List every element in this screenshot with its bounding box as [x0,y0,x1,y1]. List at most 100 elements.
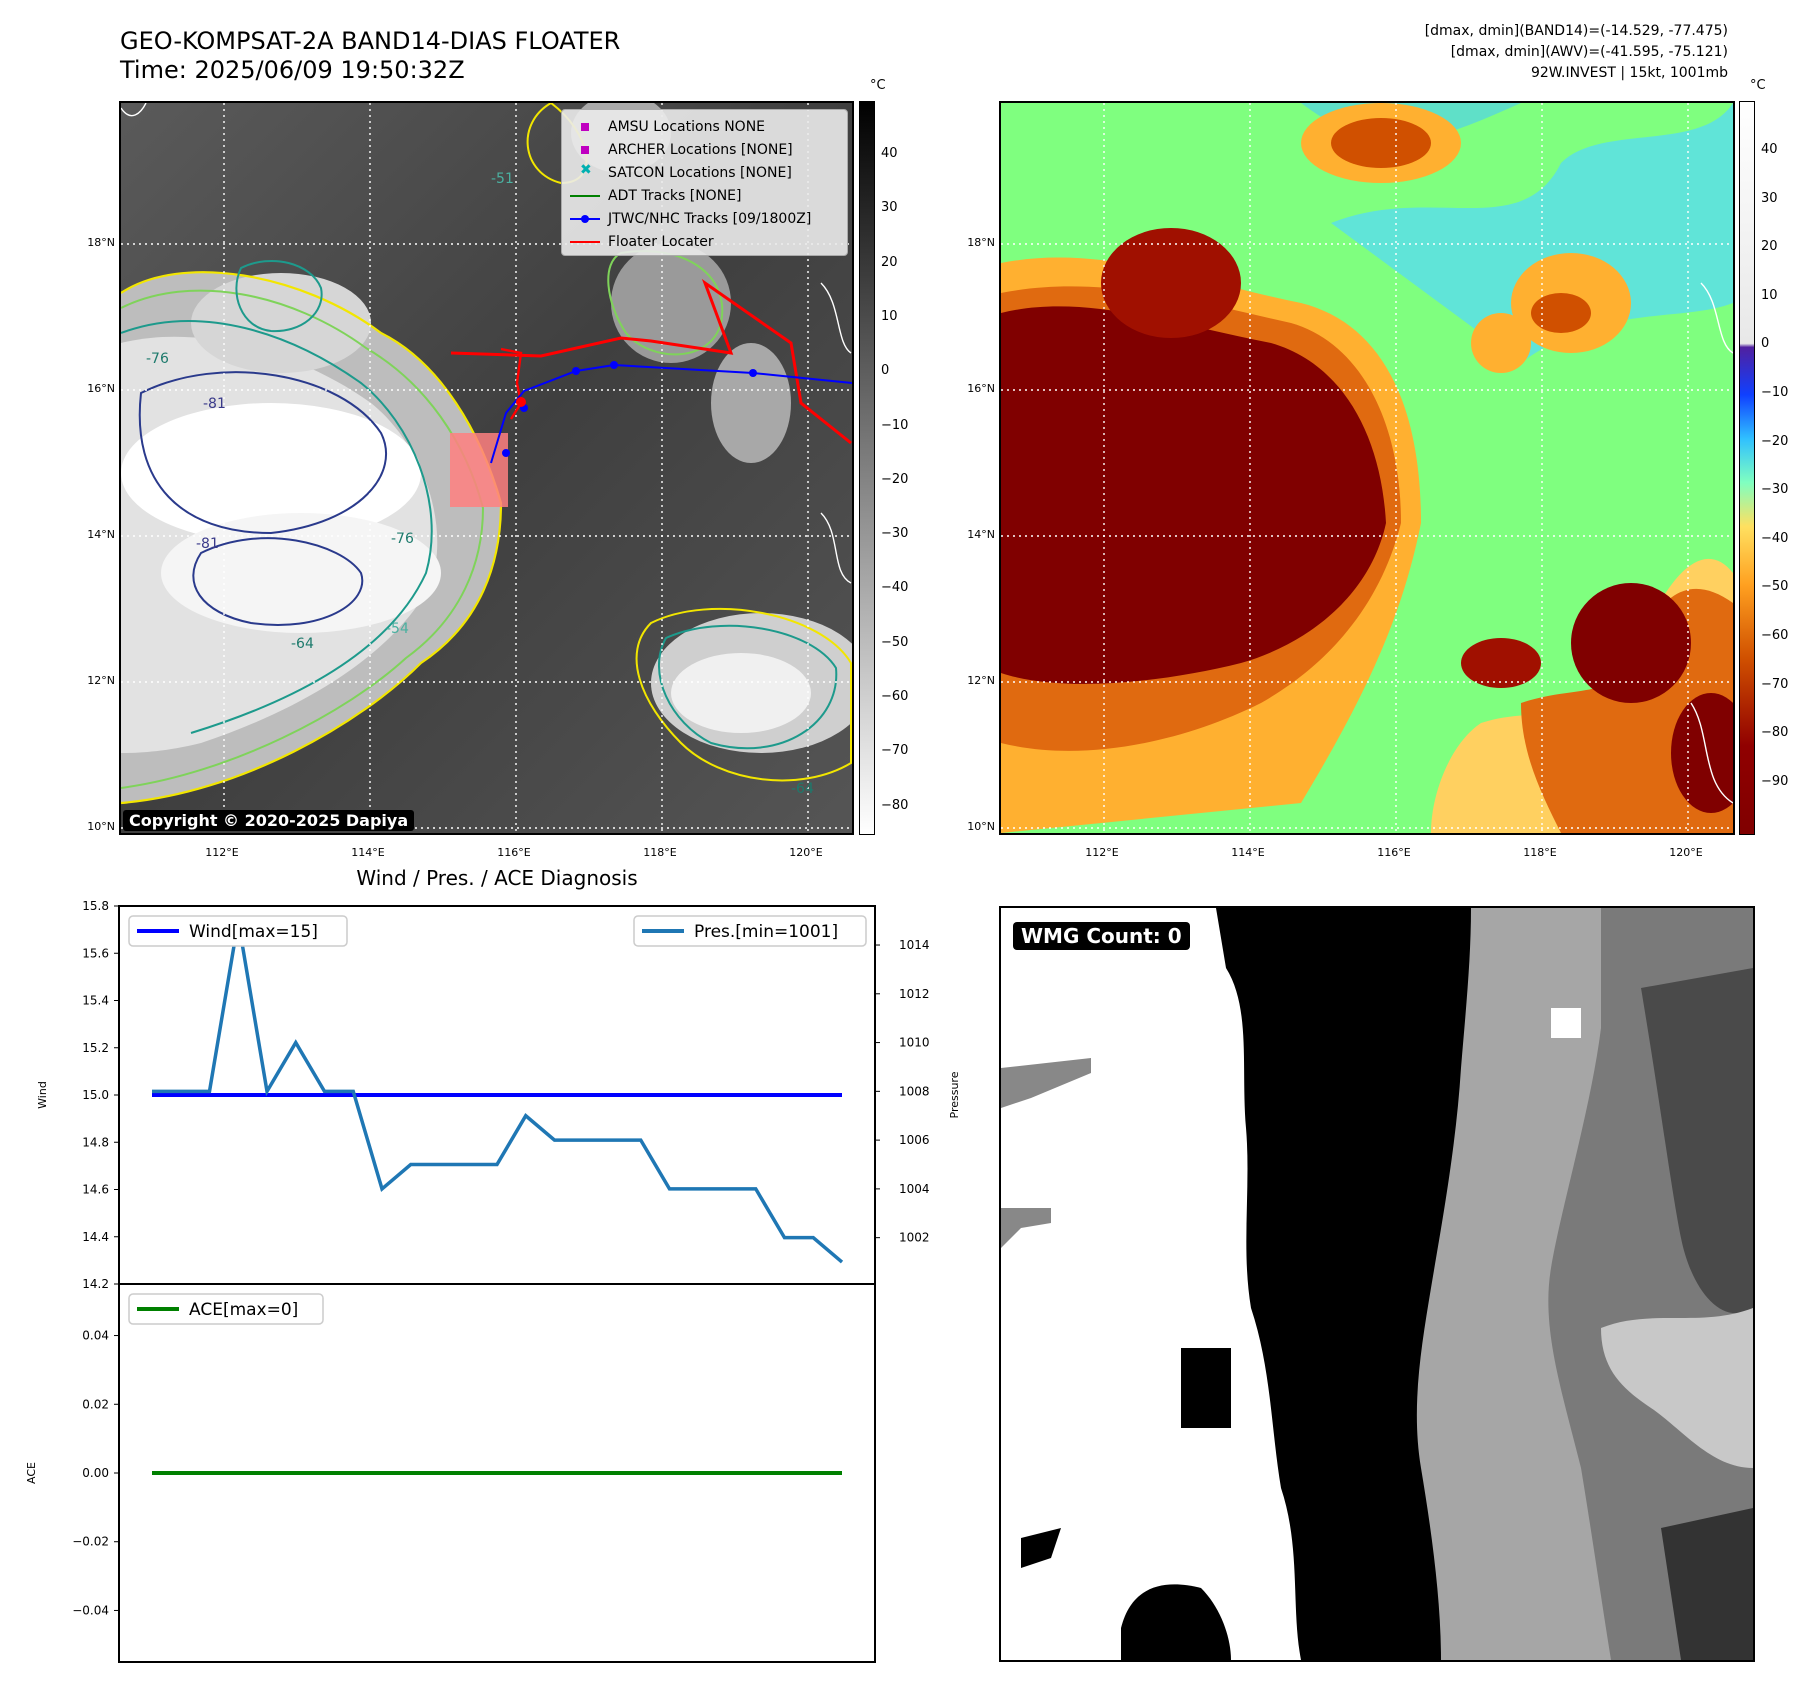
wind-axis-label: Wind [36,1081,49,1109]
colorbar-tick-label: 30 [881,200,898,216]
colorbar-tick-label: 20 [881,254,898,270]
colorbar-tick-label: −40 [1761,530,1789,546]
colorbar-tick-label: 10 [881,308,898,324]
color-map-grid [1001,103,1733,833]
pressure-axis-label: Pressure [948,1071,960,1118]
pressure-ytick-label: 1008 [899,1084,930,1098]
colorbar-color-unit: °C [1750,78,1766,93]
colorbar-tick-label: −10 [1761,385,1789,400]
figure-title-line2: Time: 2025/06/09 19:50:32Z [120,56,465,84]
wind-ytick-label: 15.6 [82,946,109,960]
contour-label: -64 [791,781,814,797]
colorbar-gray-unit: °C [870,78,886,93]
map-legend: AMSU Locations NONE ARCHER Locations [NON… [561,109,848,256]
wind-ytick-label: 14.4 [82,1230,109,1244]
lon-label: 114°E [351,846,385,859]
contour-labels: -81 -76 -64 -54 -51 -76 -81 -64 [146,171,814,797]
legend-entry: Floater Locater [570,232,714,252]
colorbar-tick-label: 40 [881,146,898,161]
legend-label: ADT Tracks [NONE] [608,188,742,204]
colorbar-tick-label: −50 [1761,579,1789,595]
lon-label: 112°E [205,846,239,859]
wmg-image [1001,908,1753,1660]
lat-label: 10°N [967,820,995,833]
figure-title-line1: GEO-KOMPSAT-2A BAND14-DIAS FLOATER [120,27,621,55]
legend-marker-icon [570,120,600,134]
wind-ytick-label: 15.4 [82,994,109,1008]
colorbar-tick-label: 40 [1761,142,1778,157]
colorbar-tick-label: 20 [1761,239,1778,255]
colorbar-tick-label: 30 [1761,190,1778,206]
contour-label: -51 [491,171,514,187]
lon-label: 112°E [1085,846,1119,859]
colorbar-tick-label: −80 [881,797,909,813]
colorbar-tick-label: −60 [881,689,909,704]
legend-label: Pres.[min=1001] [694,922,838,942]
legend-label: ARCHER Locations [NONE] [608,142,793,158]
info-storm: 92W.INVEST | 15kt, 1001mb [1530,65,1728,81]
lon-label: 116°E [497,846,531,859]
colorbar-tick-label: −50 [881,634,909,650]
legend-entry: ✖ SATCON Locations [NONE] [570,162,792,183]
wmg-panel: WMG Count: 0 [999,906,1755,1662]
colorbar-gray [859,101,875,835]
lat-label: 14°N [87,528,115,541]
lat-label: 18°N [967,236,995,249]
legend-label: SATCON Locations [NONE] [608,165,792,181]
lat-label: 16°N [87,382,115,395]
pressure-ytick-label: 1004 [899,1182,930,1196]
ace-ytick-label: −0.02 [72,1535,109,1549]
color-map-panel [999,101,1735,835]
legend-marker-icon [570,143,600,157]
pressure-ytick-label: 1012 [899,987,930,1001]
legend-label: Floater Locater [608,234,714,250]
contour-label: -54 [386,621,409,637]
colorbar-tick-label: −90 [1761,773,1789,789]
lon-label: 118°E [1523,846,1557,859]
legend-marker-icon: ✖ [580,162,592,178]
legend-entry: JTWC/NHC Tracks [09/1800Z] [570,209,811,229]
wind-ytick-label: 14.8 [82,1135,109,1149]
legend-entry: ADT Tracks [NONE] [570,186,741,206]
colorbar-tick-label: −20 [1761,433,1789,449]
colorbar-tick-label: −30 [881,526,909,542]
info-dmax-band14: [dmax, dmin](BAND14)=(-14.529, -77.475) [1424,23,1728,39]
colorbar-tick-label: −20 [881,471,909,487]
legend-entry: AMSU Locations NONE [570,117,765,137]
lat-label: 16°N [967,382,995,395]
lon-label: 118°E [643,846,677,859]
lon-label: 116°E [1377,846,1411,859]
colorbar-tick-label: 10 [1761,287,1778,303]
info-dmax-awv: [dmax, dmin](AWV)=(-41.595, -75.121) [1450,44,1728,60]
wind-ytick-label: 15.2 [82,1041,109,1055]
colorbar-tick-label: −60 [1761,628,1789,643]
wind-legend: Wind[max=15] [128,915,348,947]
lat-label: 18°N [87,236,115,249]
pressure-ytick-label: 1010 [899,1036,930,1050]
colorbar-color [1739,101,1755,835]
ir-map-panel: -81 -76 -64 -54 -51 -76 -81 -64 AMSU Loc… [119,101,854,835]
pressure-ytick-label: 1014 [899,938,930,952]
ace-ytick-label: −0.04 [72,1603,109,1617]
wind-ytick-label: 14.6 [82,1183,109,1197]
ace-axis-label: ACE [25,1462,38,1484]
legend-marker-icon [570,189,600,203]
floater-locater-track [450,279,852,445]
legend-entry: ARCHER Locations [NONE] [570,140,793,160]
pressure-legend: Pres.[min=1001] [633,915,867,947]
pressure-ytick-label: 1002 [899,1231,930,1245]
colorbar-tick-label: −10 [881,417,909,433]
pressure-ytick-label: 1006 [899,1133,930,1147]
color-map-image [1001,103,1733,833]
colorbar-tick-label: 0 [1761,336,1770,352]
contour-label: -81 [196,536,219,552]
colorbar-tick-label: −30 [1761,482,1789,498]
contour-label: -76 [146,351,169,367]
colorbar-tick-label: 0 [881,363,890,379]
colorbar-tick-label: −40 [881,580,909,596]
legend-label: Wind[max=15] [189,922,318,942]
ace-ytick-label: 0.04 [82,1329,109,1343]
contour-label: -64 [291,636,314,652]
contour-label: -81 [203,396,226,412]
lon-label: 120°E [789,846,823,859]
